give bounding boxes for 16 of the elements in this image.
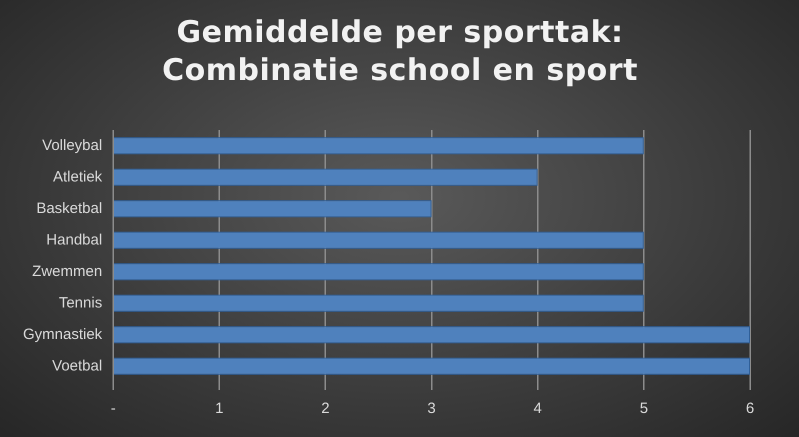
x-tick-label: 1 <box>215 400 224 418</box>
y-tick-label: Atletiek <box>52 168 103 186</box>
y-tick-label: Gymnastiek <box>22 326 103 343</box>
x-tick-label: - <box>110 400 116 418</box>
x-tick-label: 3 <box>427 400 436 418</box>
y-tick-label: Basketbal <box>36 200 102 217</box>
chart-title: Gemiddelde per sporttak: Combinatie school en sport <box>161 14 639 90</box>
y-tick-label: Zwemmen <box>32 262 102 280</box>
y-tick-label: Volleybal <box>42 136 102 154</box>
y-tick-label: Handbal <box>46 231 102 248</box>
x-tick-label: 2 <box>321 400 330 418</box>
y-tick-label: Voetbal <box>52 357 102 374</box>
x-tick-label: 6 <box>746 400 754 418</box>
x-tick-label: 5 <box>640 400 648 418</box>
x-tick-label: 4 <box>534 400 542 418</box>
y-tick-label: Tennis <box>58 294 102 312</box>
